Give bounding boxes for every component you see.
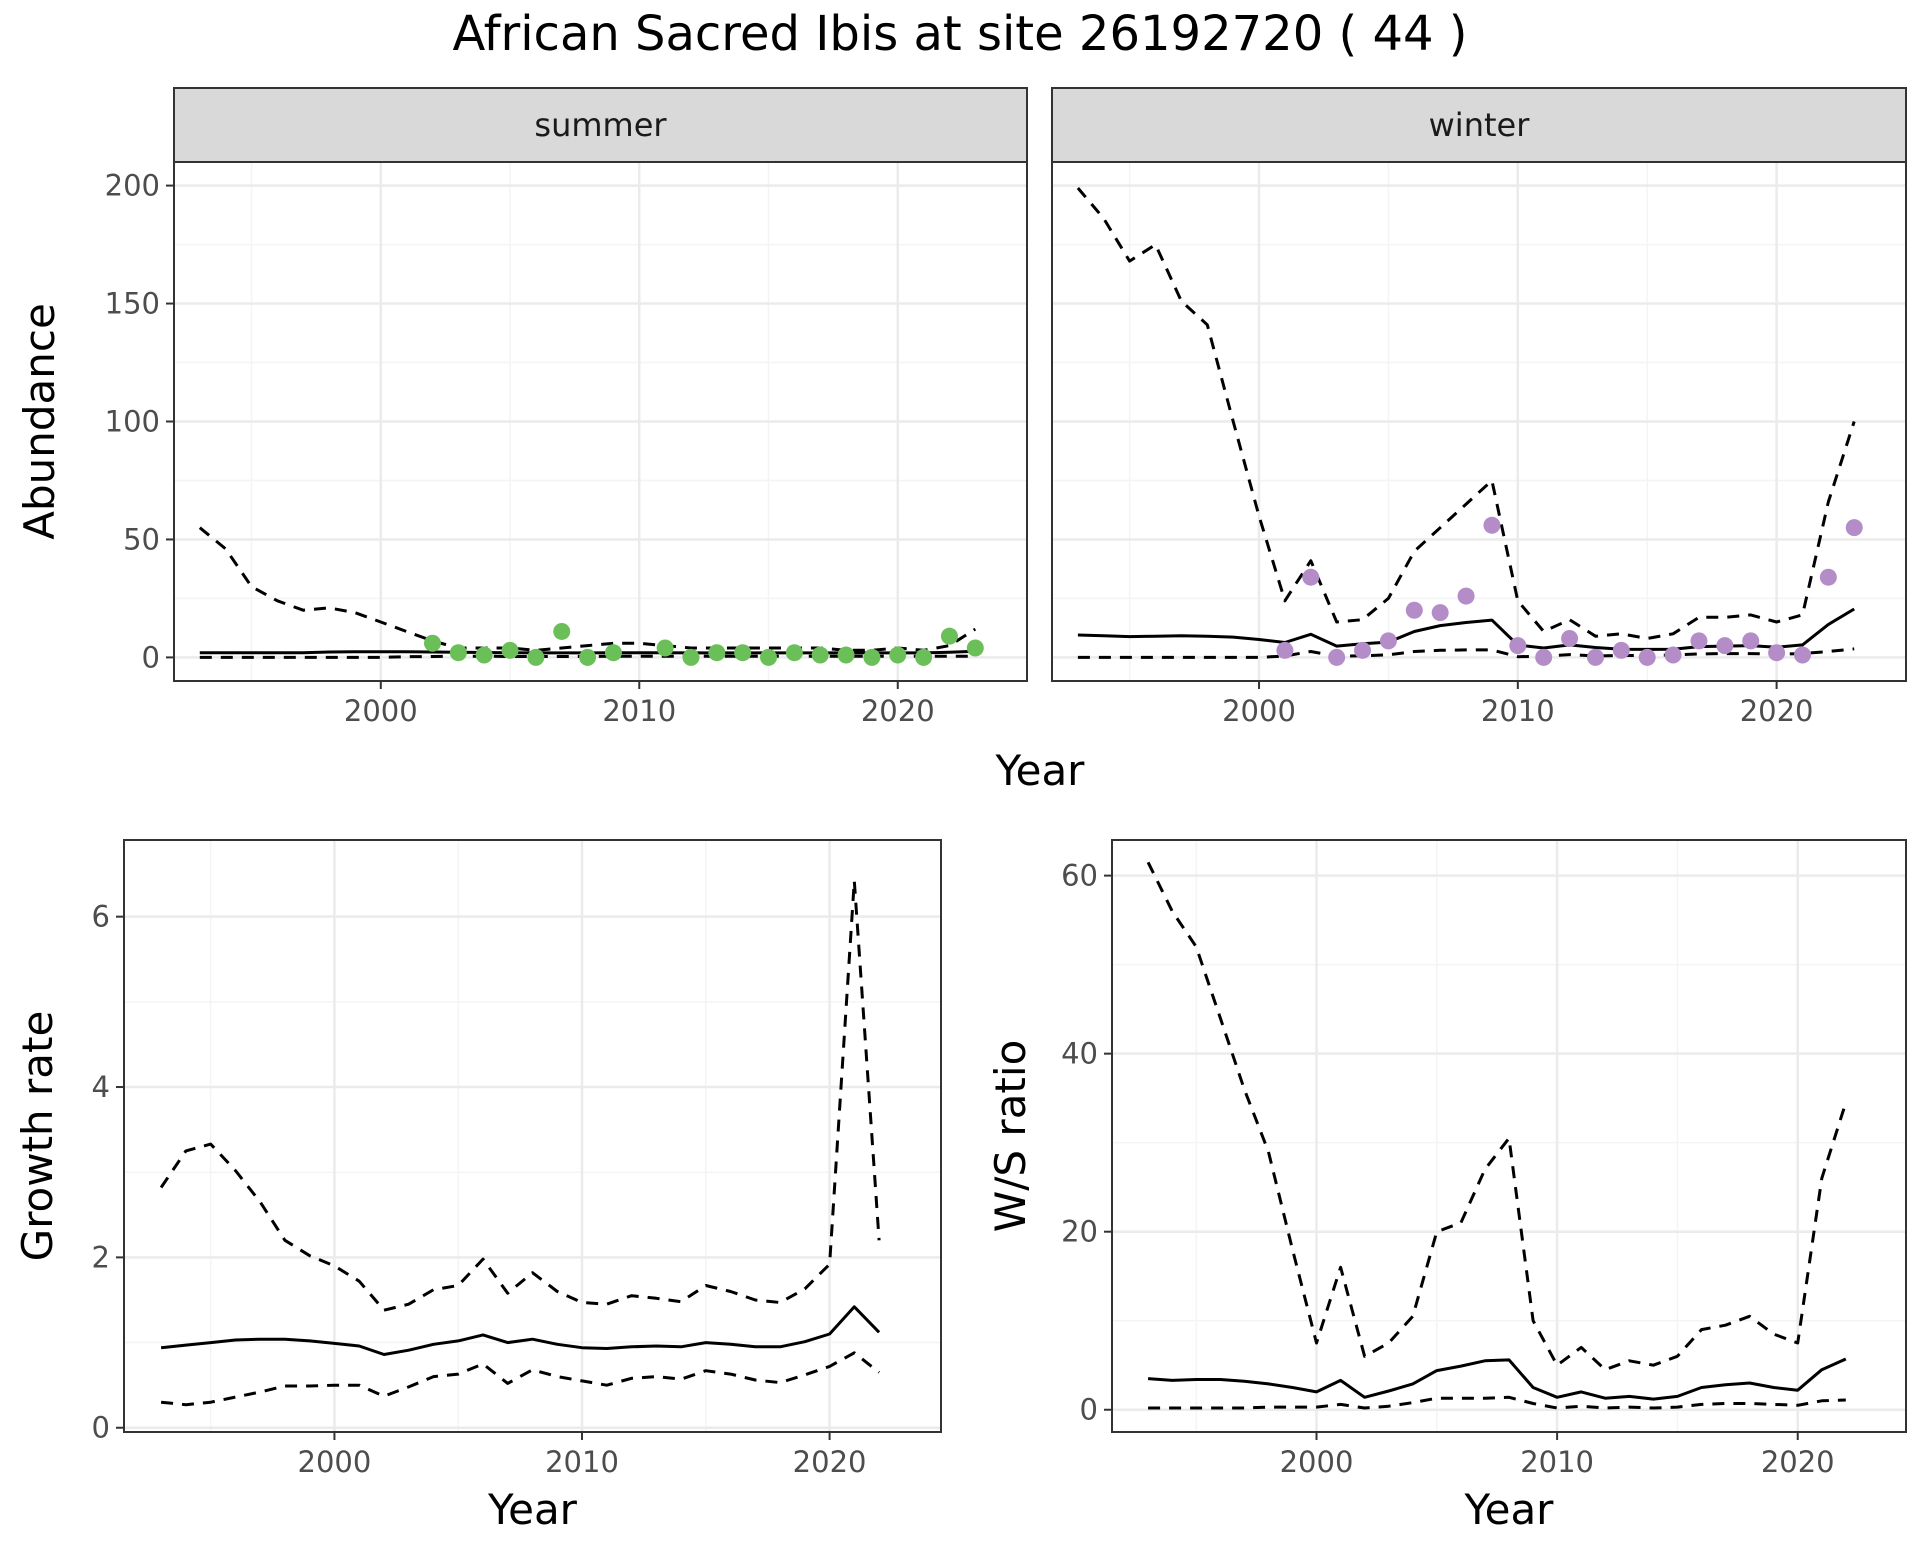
data-point [1716,637,1734,655]
data-point [656,639,674,657]
panel-summer: summer 2000 2010 2020 0 50 100 150 200 Abundance [15,87,1028,728]
series-lower-line [160,1351,881,1407]
data-point [449,644,467,662]
data-point [863,648,881,666]
data-point [1742,632,1760,650]
y-tick-label: 200 [105,169,160,203]
data-point [837,646,855,664]
data-point [1328,648,1346,666]
data-point [682,648,700,666]
data-point [1535,648,1553,666]
panel-ws_ratio: 2000 2010 2020 0 20 40 60 Year W/S ratio [986,839,1907,1534]
data-point [1664,646,1682,664]
series-estimate-line [1147,1357,1847,1401]
data-point [1768,644,1786,662]
y-tick-label: 150 [105,287,160,321]
data-point [527,648,545,666]
x-tick-label: 2010 [1481,694,1555,728]
data-point [708,644,726,662]
data-point [1793,646,1811,664]
data-point [940,627,958,645]
x-tick-label: 2010 [545,1445,619,1479]
data-point [734,644,752,662]
series-upper-line [1076,187,1856,640]
data-point [1561,630,1579,648]
chart-title: African Sacred Ibis at site 26192720 ( 4… [452,6,1468,62]
x-tick-label: 2010 [602,694,676,728]
series-upper-line [198,526,977,652]
data-point [760,648,778,666]
data-point [1638,648,1656,666]
strip-label-summer: summer [534,106,667,144]
y-tick-label: 0 [142,640,160,674]
y-axis-title: Growth rate [13,1011,62,1262]
x-tick-label: 2020 [793,1445,867,1479]
data-point [1276,641,1294,659]
y-tick-label: 0 [92,1411,110,1445]
y-axis-title: Abundance [15,303,64,540]
y-tick-label: 50 [123,522,160,556]
data-point [1819,568,1837,586]
y-tick-label: 2 [92,1240,110,1274]
data-point [1690,632,1708,650]
data-point [966,639,984,657]
data-point [501,641,519,659]
data-point [1302,568,1320,586]
data-point [1379,632,1397,650]
series-lower-line [1148,1395,1846,1410]
data-point [785,644,803,662]
x-tick-label: 2000 [1280,1445,1354,1479]
panel-border [123,839,942,1433]
x-tick-label: 2020 [1761,1445,1835,1479]
series-upper-line [159,879,881,1312]
data-point [423,634,441,652]
y-tick-label: 0 [1080,1393,1098,1427]
x-tick-label: 2000 [344,694,418,728]
series-upper-line [1146,861,1848,1372]
x-axis-title: Year [995,746,1086,795]
x-axis-title: Year [1464,1485,1555,1534]
data-point [1509,637,1527,655]
data-point [1586,648,1604,666]
y-tick-label: 100 [105,405,160,439]
data-point [811,646,829,664]
data-point [1612,641,1630,659]
data-point [915,648,933,666]
y-tick-label: 40 [1061,1037,1098,1071]
strip-winter [1051,87,1907,163]
data-point [1845,519,1863,537]
data-point [553,622,571,640]
x-tick-label: 2000 [298,1445,372,1479]
data-point [1483,516,1501,534]
data-point [1405,601,1423,619]
x-tick-label: 2020 [1740,694,1814,728]
data-point [1457,587,1475,605]
y-tick-label: 60 [1061,859,1098,893]
panel-winter: winter 2000 2010 2020 Year [995,87,1907,795]
y-tick-label: 4 [92,1070,110,1104]
y-axis-title: W/S ratio [986,1040,1035,1233]
x-tick-label: 2010 [1520,1445,1594,1479]
strip-summer [173,87,1028,163]
data-point [579,648,597,666]
x-axis-title: Year [487,1485,578,1534]
strip-label-winter: winter [1429,106,1531,144]
data-point [1354,641,1372,659]
y-tick-label: 6 [92,900,110,934]
series-estimate-line [160,1305,881,1356]
data-point [889,646,907,664]
data-point [1431,604,1449,622]
y-tick-label: 20 [1061,1215,1098,1249]
data-point [604,644,622,662]
x-tick-label: 2000 [1222,694,1296,728]
panel-border [1111,839,1907,1433]
x-tick-label: 2020 [861,694,935,728]
panel-growth: 2000 2010 2020 0 2 4 6 Year Growth rate [13,839,942,1534]
data-point [475,646,493,664]
series-lower-line [1077,647,1855,659]
